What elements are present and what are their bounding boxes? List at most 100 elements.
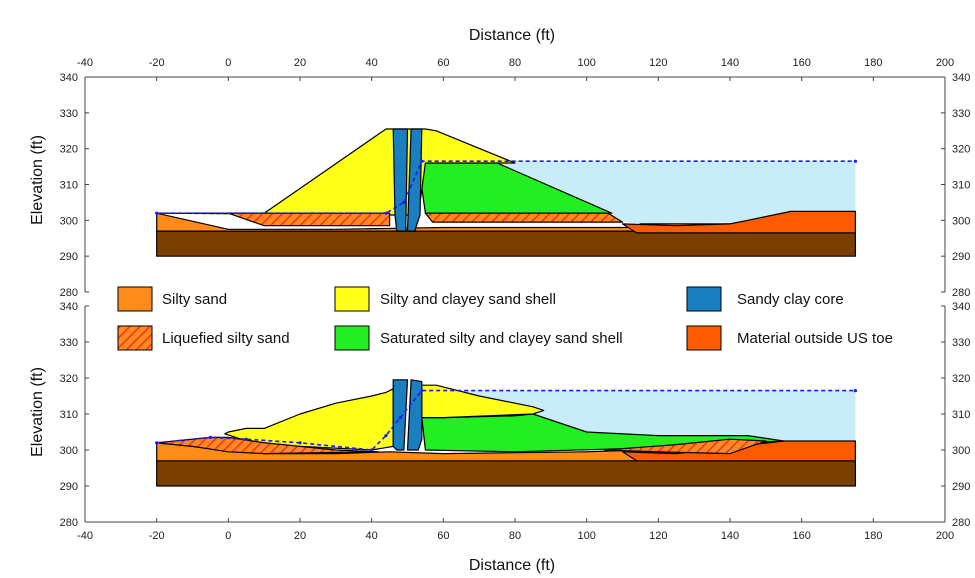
y-tick-label-right: 340	[952, 301, 970, 313]
liquefied-zone	[603, 438, 767, 455]
legend-item-saturated-shell: Saturated silty and clayey sand shell	[334, 325, 623, 351]
x-tick-label-bottom: 40	[366, 530, 378, 542]
y-tick-label-right: 300	[952, 445, 970, 457]
y-tick-label-right: 290	[952, 251, 970, 263]
y-tick-label-right: 310	[952, 409, 970, 421]
y-tick-label-right: 280	[952, 517, 970, 529]
x-tick-label-top: -40	[77, 57, 93, 69]
x-tick-label-top: 100	[577, 57, 595, 69]
panel-pre-earthquake	[155, 128, 858, 257]
y-tick-label-left: 320	[60, 373, 78, 385]
legend-item-outside-toe: Material outside US toe	[686, 325, 893, 351]
x-tick-label-top: 120	[649, 57, 667, 69]
y-axis-title-top: Elevation (ft)	[29, 135, 46, 225]
legend-swatch	[334, 325, 370, 351]
legend-item-core: Sandy clay core	[686, 286, 844, 312]
x-tick-label-bottom: 120	[649, 530, 667, 542]
foundation-layer	[156, 230, 857, 257]
y-tick-label-right: 330	[952, 337, 970, 349]
legend-label: Silty sand	[162, 291, 227, 308]
legend-label: Saturated silty and clayey sand shell	[380, 330, 623, 347]
outside-toe-material	[621, 210, 857, 234]
phreatic-point	[398, 416, 402, 420]
foundation-layer	[156, 460, 857, 487]
legend-swatch	[117, 286, 153, 312]
liquefied-zone	[227, 212, 391, 227]
legend-item-liquefied: Liquefied silty sand	[117, 325, 290, 351]
y-tick-label-left: 340	[60, 72, 78, 84]
legend-item-silty-sand: Silty sand	[117, 286, 227, 312]
phreatic-point	[155, 441, 159, 445]
x-tick-label-bottom: 80	[509, 530, 521, 542]
x-tick-label-bottom: -20	[149, 530, 165, 542]
x-tick-label-top: 180	[864, 57, 882, 69]
x-tick-label-top: -20	[149, 57, 165, 69]
phreatic-point	[402, 200, 406, 205]
y-axis-title-bottom: Elevation (ft)	[29, 367, 46, 457]
y-tick-label-right: 330	[952, 108, 970, 120]
core-left	[392, 128, 409, 232]
shell-downstream-upper	[421, 384, 545, 419]
x-tick-label-top: 40	[366, 57, 378, 69]
y-tick-label-left: 320	[60, 144, 78, 156]
phreatic-point	[298, 441, 302, 445]
legend-label: Sandy clay core	[737, 291, 844, 308]
y-tick-label-right: 310	[952, 180, 970, 192]
x-tick-label-bottom: 0	[225, 530, 231, 542]
y-tick-label-right: 280	[952, 287, 970, 299]
y-tick-label-left: 300	[60, 445, 78, 457]
x-axis-title-bottom: Distance (ft)	[469, 557, 555, 574]
x-tick-label-top: 200	[936, 57, 954, 69]
legend-swatch	[334, 286, 370, 312]
liquefied-zone	[424, 212, 624, 223]
x-tick-label-top: 160	[792, 57, 810, 69]
legend-item-shell: Silty and clayey sand shell	[334, 286, 556, 312]
legend-swatch	[686, 286, 722, 312]
x-tick-label-bottom: 20	[294, 530, 306, 542]
x-axis-title-top: Distance (ft)	[469, 27, 555, 44]
phreatic-point	[155, 211, 159, 215]
core-right	[406, 128, 423, 232]
phreatic-point	[853, 159, 858, 163]
core-left	[392, 379, 409, 451]
y-tick-label-left: 300	[60, 215, 78, 227]
phreatic-point	[384, 211, 388, 215]
y-tick-label-right: 290	[952, 481, 970, 493]
x-tick-label-top: 60	[437, 57, 449, 69]
y-tick-label-left: 290	[60, 481, 78, 493]
x-tick-label-bottom: -40	[77, 530, 93, 542]
y-tick-label-left: 280	[60, 287, 78, 299]
core-right	[406, 379, 423, 451]
panel-post-earthquake	[155, 379, 858, 487]
phreatic-point	[208, 435, 213, 439]
legend-label: Liquefied silty sand	[162, 330, 290, 347]
x-tick-label-top: 80	[509, 57, 521, 69]
y-tick-label-left: 310	[60, 180, 78, 192]
legend-label: Material outside US toe	[737, 330, 893, 347]
x-tick-label-bottom: 180	[864, 530, 882, 542]
phreatic-point	[420, 159, 424, 163]
x-tick-label-bottom: 200	[936, 530, 954, 542]
x-tick-label-top: 0	[225, 57, 231, 69]
phreatic-line	[156, 389, 856, 451]
phreatic-point	[384, 434, 388, 438]
y-tick-label-left: 330	[60, 108, 78, 120]
phreatic-point	[853, 389, 858, 393]
x-tick-label-bottom: 160	[792, 530, 810, 542]
y-tick-label-right: 320	[952, 373, 970, 385]
y-tick-label-left: 280	[60, 517, 78, 529]
y-tick-label-right: 300	[952, 215, 970, 227]
legend: Silty sand Silty and clayey sand shell S…	[117, 286, 893, 351]
y-tick-label-left: 330	[60, 337, 78, 349]
y-tick-label-right: 320	[952, 144, 970, 156]
phreatic-point	[244, 437, 248, 441]
axis-ticks: -40 -40 -20 -20 0 0 20 20 40 40 60 60 80 80 100 100 120 1…	[60, 57, 971, 542]
x-tick-label-bottom: 140	[721, 530, 739, 542]
legend-swatch	[686, 325, 722, 351]
x-tick-label-bottom: 100	[577, 530, 595, 542]
x-tick-label-bottom: 60	[437, 530, 449, 542]
y-tick-label-right: 340	[952, 72, 970, 84]
phreatic-point	[420, 389, 424, 393]
legend-label: Silty and clayey sand shell	[380, 291, 556, 308]
